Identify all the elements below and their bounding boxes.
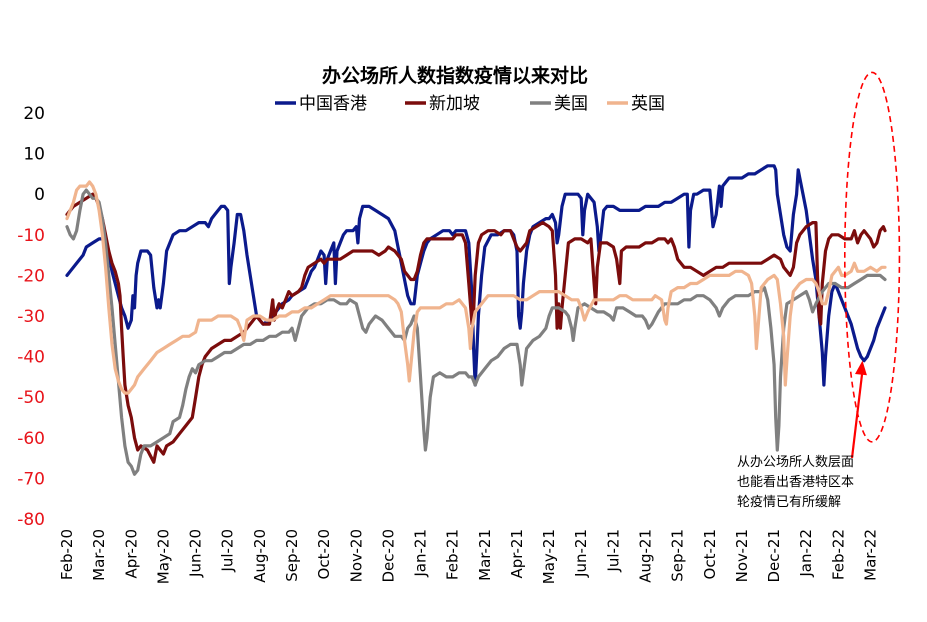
x-tick-label: Mar-20: [90, 529, 108, 581]
x-tick-label: Jan-21: [412, 529, 430, 578]
series-line-3: [65, 180, 887, 395]
x-tick-label: Aug-20: [251, 529, 269, 583]
y-tick-label: -20: [17, 266, 45, 286]
x-tick-label: Sep-20: [283, 529, 301, 582]
x-tick-label: Dec-21: [765, 529, 783, 583]
highlight-ellipse: [843, 71, 901, 443]
x-tick-label: Nov-21: [733, 529, 751, 582]
x-tick-label: Apr-20: [122, 529, 140, 579]
y-tick-label: -50: [17, 388, 45, 408]
x-tick-label: Feb-21: [444, 529, 462, 580]
y-tick-label: -70: [17, 469, 45, 489]
y-tick-label: 0: [34, 185, 45, 205]
x-tick-label: Jun-20: [187, 529, 205, 578]
x-tick-label: Oct-21: [701, 529, 719, 579]
y-axis: 20 10 0 -10 -20 -30 -40 -50 -60 -70 -80: [17, 104, 45, 530]
series-layer: [65, 164, 887, 476]
annotation-text-line: 轮疫情已有所缓解: [737, 494, 841, 510]
y-tick-label: 20: [23, 104, 45, 124]
x-tick-label: Mar-22: [862, 529, 880, 581]
x-tick-label: Jun-21: [572, 529, 590, 578]
annotation-text-line: 也能看出香港特区本: [737, 474, 854, 490]
series-line-2: [65, 188, 887, 476]
legend-label-3: 英国: [631, 94, 665, 114]
x-tick-label: Feb-22: [829, 529, 847, 580]
y-tick-label: -40: [17, 348, 45, 368]
x-tick-label: Sep-21: [669, 529, 687, 582]
x-tick-label: Nov-20: [347, 529, 365, 582]
chart-title: 办公场所人数指数疫情以来对比: [322, 64, 588, 87]
legend-label-2: 美国: [554, 94, 588, 114]
y-tick-label: -10: [17, 226, 45, 246]
series-line-0: [65, 164, 887, 387]
x-tick-label: Mar-21: [476, 529, 494, 581]
y-tick-label: -80: [17, 510, 45, 530]
series-line-1: [65, 192, 887, 464]
x-tick-label: Feb-20: [58, 529, 76, 580]
x-tick-label: Jul-21: [604, 529, 622, 573]
x-tick-label: Apr-21: [508, 529, 526, 579]
x-tick-label: Oct-20: [315, 529, 333, 579]
x-tick-label: Jan-22: [797, 529, 815, 578]
x-tick-label: Jul-20: [219, 529, 237, 573]
legend-label-1: 新加坡: [429, 94, 480, 114]
x-tick-label: Dec-20: [379, 529, 397, 583]
y-tick-label: -30: [17, 307, 45, 327]
y-tick-label: -60: [17, 429, 45, 449]
x-axis: Feb-20 Mar-20 Apr-20 May-20 Jun-20 Jul-20 Aug-…: [58, 529, 880, 584]
y-tick-label: 10: [23, 145, 45, 165]
x-tick-label: Aug-21: [637, 529, 655, 583]
legend-label-0: 中国香港: [299, 94, 367, 114]
annotation-arrow: [850, 370, 864, 459]
x-tick-label: May-21: [540, 529, 558, 584]
annotation-text-line: 从办公场所人数层面: [737, 455, 854, 470]
legend: 中国香港 新加坡 美国 英国: [275, 94, 665, 114]
x-tick-label: May-20: [154, 529, 172, 584]
annotation-arrow-head: [855, 360, 867, 376]
